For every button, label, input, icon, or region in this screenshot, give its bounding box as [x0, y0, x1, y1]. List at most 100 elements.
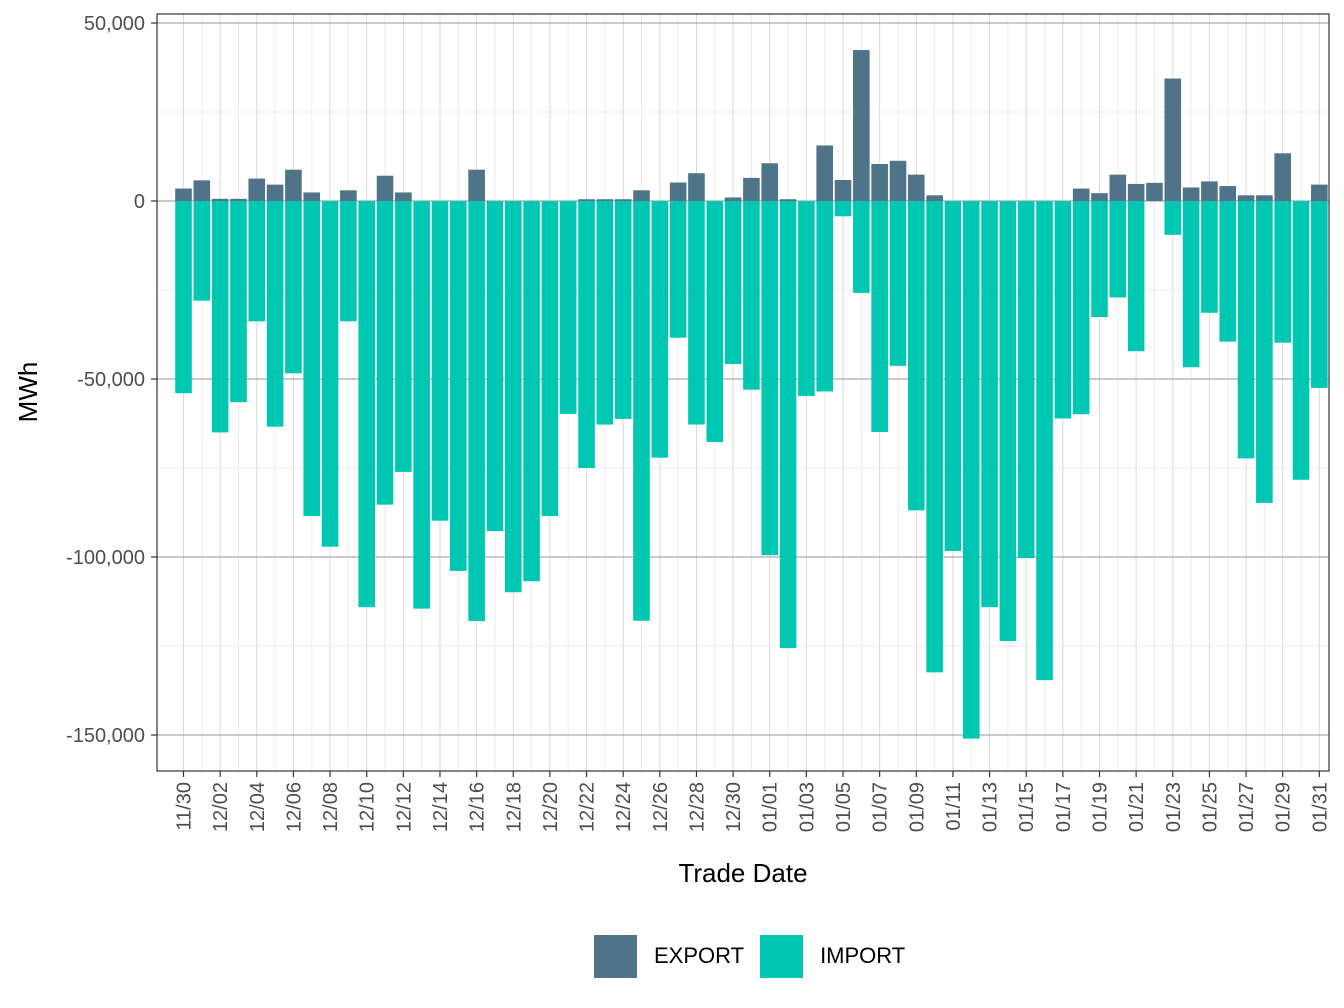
bar-export-23: [596, 199, 614, 201]
legend-key-import: [760, 934, 804, 978]
bar-export-50: [1091, 193, 1108, 201]
bar-export-1: [193, 180, 211, 201]
bar-import-42: [944, 201, 962, 551]
x-tick-label: 01/21: [1126, 782, 1148, 832]
bar-import-35: [816, 201, 833, 392]
bar-import-2: [211, 201, 229, 433]
x-tick-label: 12/12: [393, 782, 415, 832]
bar-import-55: [1182, 201, 1200, 368]
bar-import-50: [1091, 201, 1108, 318]
x-tick-label: 01/01: [760, 782, 782, 832]
bar-export-33: [779, 199, 797, 201]
bar-import-47: [1036, 201, 1053, 681]
legend-item-export: EXPORT: [594, 934, 745, 978]
bar-export-0: [175, 188, 192, 201]
bar-export-3: [230, 198, 247, 201]
bar-import-1: [193, 201, 211, 301]
bar-export-32: [761, 163, 779, 201]
bar-import-36: [834, 201, 852, 217]
bar-export-22: [578, 199, 595, 201]
bar-export-12: [395, 192, 412, 201]
bar-export-59: [1256, 195, 1273, 201]
bar-import-49: [1072, 201, 1090, 415]
y-axis: 50,000 0 -50,000 -100,000 -150,000: [66, 13, 157, 747]
bar-import-51: [1109, 201, 1127, 298]
bar-import-34: [798, 201, 815, 397]
x-axis: 11/30 12/02 12/04 12/06 12/08 12/10 12/12 12/14…: [174, 771, 1331, 832]
x-tick-label: 01/31: [1309, 782, 1331, 832]
bar-import-46: [1017, 201, 1035, 559]
x-tick-label: 01/29: [1273, 782, 1295, 832]
legend-label-import: IMPORT: [820, 943, 906, 968]
bar-import-5: [266, 201, 284, 427]
bar-import-22: [578, 201, 595, 468]
x-tick-label: 01/13: [980, 782, 1002, 832]
bar-export-39: [889, 160, 907, 201]
bar-export-16: [468, 169, 485, 201]
bar-import-32: [761, 201, 779, 556]
bar-import-37: [853, 201, 870, 293]
bar-import-43: [962, 201, 980, 739]
bar-import-54: [1164, 201, 1182, 235]
bar-export-31: [743, 177, 760, 201]
x-tick-label: 12/30: [723, 782, 745, 832]
bar-import-11: [376, 201, 394, 505]
bar-import-6: [285, 201, 302, 374]
x-tick-label: 12/26: [650, 782, 672, 832]
x-tick-label: 12/18: [503, 782, 525, 832]
y-tick-label: 0: [134, 191, 145, 213]
bar-import-62: [1311, 201, 1328, 388]
bar-import-28: [688, 201, 705, 425]
x-tick-label: 01/09: [906, 782, 928, 832]
x-tick-label: 01/25: [1199, 782, 1221, 832]
bar-export-56: [1201, 181, 1218, 201]
bar-import-19: [523, 201, 540, 582]
x-tick-label: 12/20: [540, 782, 562, 832]
bar-import-7: [303, 201, 321, 517]
bar-import-44: [981, 201, 998, 608]
x-tick-label: 12/22: [577, 782, 599, 832]
y-tick-label: -50,000: [77, 369, 145, 391]
x-tick-label: 01/27: [1236, 782, 1258, 832]
bar-export-5: [266, 184, 284, 201]
bar-import-31: [743, 201, 760, 390]
x-tick-label: 01/05: [833, 782, 855, 832]
legend-key-export: [594, 934, 637, 978]
x-tick-label: 01/17: [1053, 782, 1075, 832]
bar-export-54: [1164, 78, 1182, 201]
bar-export-52: [1127, 183, 1145, 201]
y-axis-title: MWh: [13, 362, 43, 423]
legend-label-export: EXPORT: [654, 943, 745, 968]
bar-import-16: [468, 201, 485, 622]
bar-import-14: [431, 201, 449, 521]
bar-import-0: [175, 201, 192, 394]
bar-import-10: [358, 201, 375, 608]
bar-import-38: [871, 201, 888, 433]
x-tick-label: 12/02: [210, 782, 232, 832]
panel-background: [157, 14, 1329, 771]
bar-import-3: [230, 201, 247, 403]
bar-import-20: [541, 201, 559, 517]
bar-import-29: [706, 201, 724, 443]
y-tick-label: 50,000: [84, 13, 145, 35]
panel-border: [156, 13, 1330, 772]
bar-export-2: [211, 198, 229, 201]
bar-import-57: [1219, 201, 1237, 342]
bar-export-28: [688, 173, 705, 201]
bar-import-23: [596, 201, 614, 425]
bar-export-57: [1219, 186, 1237, 201]
bar-import-9: [340, 201, 357, 322]
bar-import-60: [1274, 201, 1291, 343]
bar-import-45: [999, 201, 1017, 642]
bar-export-30: [724, 197, 742, 201]
bar-import-15: [450, 201, 467, 571]
bar-import-12: [395, 201, 412, 472]
bar-export-24: [614, 199, 632, 201]
bar-import-8: [321, 201, 339, 547]
bar-export-62: [1311, 184, 1328, 201]
bar-import-58: [1237, 201, 1255, 459]
bar-export-51: [1109, 174, 1127, 201]
bar-export-40: [908, 174, 925, 201]
bar-export-9: [340, 190, 357, 201]
bar-export-41: [926, 195, 943, 201]
